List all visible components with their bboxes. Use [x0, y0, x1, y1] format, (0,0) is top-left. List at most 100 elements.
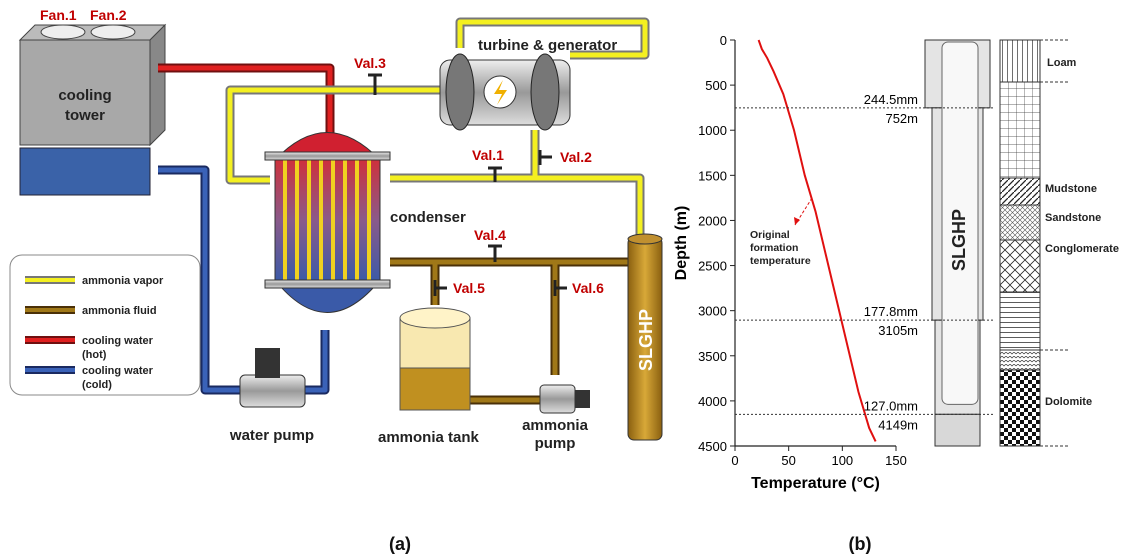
text-line: pump	[535, 435, 576, 452]
vapor-pipe	[227, 19, 648, 235]
tank-label: ammonia tank	[378, 429, 480, 446]
casing-size: 177.8mm	[864, 304, 918, 319]
diagram: Fan.1 Fan.2 cooling tower condenser turbi…	[9, 7, 663, 452]
condenser-tubes	[283, 160, 371, 280]
text-line: ammonia fluid	[82, 305, 157, 317]
text-line: ammonia vapor	[82, 275, 164, 287]
stratum-label: Dolomite	[1045, 396, 1092, 408]
annotation: Original formation temperature	[750, 229, 811, 267]
stratum-label: Loam	[1047, 57, 1077, 69]
ammonia-pump	[539, 384, 576, 414]
condenser-body	[274, 157, 381, 283]
text-line: (hot)	[82, 349, 107, 361]
text-line: ammonia	[522, 417, 589, 434]
hot-pipe	[158, 65, 333, 135]
hot-pipe	[158, 63, 335, 135]
tower-side	[149, 23, 166, 147]
tower-basin	[19, 147, 151, 196]
pump-motor	[255, 348, 280, 378]
valve-label: Val.3	[354, 55, 386, 71]
text-line: (cold)	[82, 379, 112, 391]
y-tick-label: 1000	[698, 123, 727, 138]
casing-size: 244.5mm	[864, 92, 918, 107]
y-tick-label: 3500	[698, 349, 727, 364]
fan	[90, 24, 136, 40]
text-line: cooling water	[82, 365, 154, 377]
tower-body	[19, 39, 151, 146]
stratum	[999, 81, 1041, 179]
y-tick-label: 0	[720, 33, 727, 48]
panel-label: (b)	[849, 534, 872, 554]
text-line: tower	[65, 107, 105, 124]
valve-label: Val.4	[474, 227, 506, 243]
y-tick-label: 2000	[698, 213, 727, 228]
strata-column: Loam Mudstone Sandstone Conglomerate Dol…	[999, 39, 1119, 447]
slghp-top	[627, 233, 663, 245]
stratum	[999, 239, 1041, 293]
panel-label: (a)	[389, 534, 411, 554]
boundary	[1040, 39, 1070, 447]
valve-label: Val.6	[572, 280, 604, 296]
fan-label: Fan.2	[90, 7, 127, 23]
y-axis-label: Depth (m)	[673, 206, 690, 281]
stratum	[999, 204, 1041, 241]
water-pump-label: water pump	[229, 427, 314, 444]
well-label: SLGHP	[949, 209, 969, 271]
stratum	[999, 291, 1041, 351]
slghp-label: SLGHP	[636, 309, 656, 371]
bolt-icon	[494, 80, 507, 105]
stratum-label: Conglomerate	[1045, 243, 1119, 255]
flange	[264, 279, 391, 289]
flange	[264, 151, 391, 161]
y-tick-label: 4000	[698, 394, 727, 409]
legend: ammonia vapor ammonia fluid cooling water (…	[25, 275, 164, 391]
well-schematic: 244.5mm 752m 177.8mm 3105m 127.0mm 4149m	[735, 39, 995, 447]
cold-pipe	[158, 167, 328, 393]
text-line: formation	[750, 242, 798, 254]
stratum	[999, 369, 1041, 447]
turbine-end	[530, 53, 560, 131]
x-tick-label: 50	[781, 453, 795, 468]
stratum-label: Mudstone	[1045, 183, 1097, 195]
x-tick-label: 100	[831, 453, 853, 468]
text-line: cooling water	[82, 335, 154, 347]
stratum-label: Sandstone	[1045, 212, 1101, 224]
x-tick-label: 150	[885, 453, 907, 468]
arrow-head	[794, 217, 800, 225]
casing-size: 127.0mm	[864, 398, 918, 413]
text-line: temperature	[750, 255, 811, 267]
turbine-label: turbine & generator	[478, 37, 617, 54]
y-tick-label: 500	[705, 78, 727, 93]
text-line: cooling	[58, 87, 111, 104]
ammonia-pump-label: ammonia pump	[522, 417, 589, 452]
tower-label: cooling tower	[58, 87, 111, 124]
valve-icons	[368, 73, 567, 296]
legend-label: cooling water (cold)	[82, 365, 154, 391]
text-line: Original	[750, 229, 790, 241]
pump-motor	[575, 390, 590, 408]
y-tick-label: 3000	[698, 304, 727, 319]
y-tick-label: 2500	[698, 259, 727, 274]
casing-bottom	[934, 413, 981, 447]
valve-label: Val.1	[472, 147, 504, 163]
legend-label: ammonia vapor	[82, 275, 164, 287]
tubing	[941, 41, 979, 405]
legend-label: cooling water (hot)	[82, 335, 154, 361]
stratum	[999, 177, 1041, 206]
tank-top	[399, 307, 471, 329]
water-pump	[239, 374, 306, 408]
fan-label: Fan.1	[40, 7, 77, 23]
casing-depth: 752m	[885, 111, 918, 126]
y-tick-label: 1500	[698, 168, 727, 183]
stratum	[999, 349, 1041, 371]
legend-box	[9, 254, 201, 396]
tank-fluid	[399, 367, 471, 411]
casing-depth: 4149m	[878, 417, 918, 432]
y-tick-label: 4500	[698, 439, 727, 454]
legend-label: ammonia fluid	[82, 305, 157, 317]
valve-label: Val.5	[453, 280, 485, 296]
stratum	[999, 39, 1041, 83]
turbine-end	[445, 53, 475, 131]
fan	[40, 24, 86, 40]
